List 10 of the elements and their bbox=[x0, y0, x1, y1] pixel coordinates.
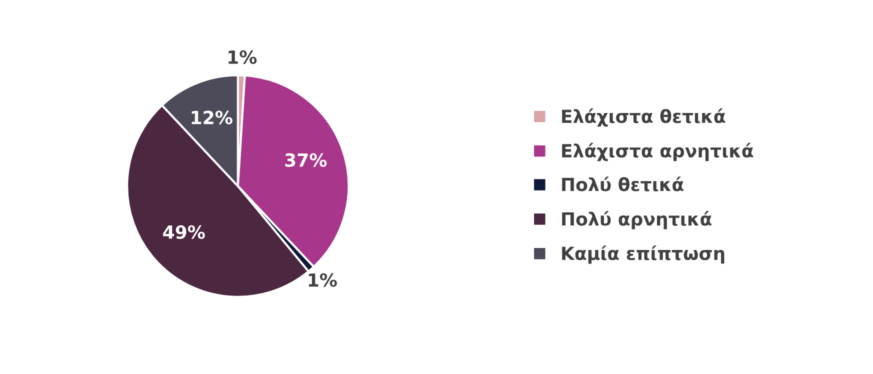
legend-label: Ελάχιστα αρνητικά bbox=[562, 142, 754, 162]
legend-label: Πολύ θετικά bbox=[562, 176, 684, 192]
legend-label: Πολύ αρνητικά bbox=[562, 211, 712, 230]
legend-label: Καμία επίπτωση bbox=[562, 245, 724, 264]
data-label: 1% bbox=[228, 50, 257, 64]
legend-label: Ελάχιστα θετικά bbox=[562, 108, 726, 127]
data-label: 37% bbox=[285, 153, 327, 167]
data-label: 49% bbox=[163, 225, 205, 239]
data-label: 12% bbox=[192, 110, 232, 124]
data-label: 1% bbox=[308, 273, 337, 287]
